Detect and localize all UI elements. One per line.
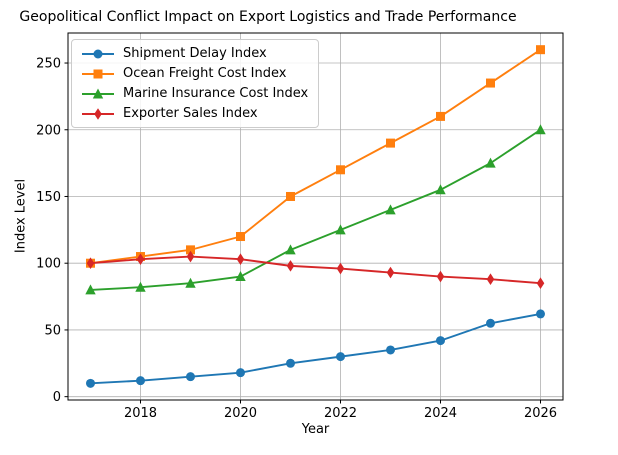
y-tick-label: 250 <box>36 57 61 72</box>
triangle-marker-icon <box>135 281 146 292</box>
circle-marker-icon <box>286 358 295 368</box>
legend-label: Marine Insurance Cost Index <box>123 86 309 101</box>
diamond-marker-icon <box>386 266 395 279</box>
square-marker-icon <box>186 245 195 255</box>
square-marker-icon <box>386 138 395 148</box>
y-tick-label: 0 <box>53 390 61 405</box>
circle-marker-icon <box>336 352 345 362</box>
series-line-shipment-delay-index <box>90 312 541 385</box>
square-marker-icon <box>236 232 245 242</box>
square-marker-icon <box>336 165 345 175</box>
y-tick-label: 150 <box>36 190 61 205</box>
triangle-marker-icon <box>285 244 296 255</box>
triangle-marker-icon <box>235 271 246 282</box>
series-line-exporter-sales-index <box>90 255 541 285</box>
legend-entry-marine-insurance-cost-index: Marine Insurance Cost Index <box>80 85 308 102</box>
circle-marker-icon <box>536 309 545 319</box>
chart-title: Geopolitical Conflict Impact on Export L… <box>19 9 517 25</box>
x-tick-label: 2022 <box>324 406 357 421</box>
legend-label: Exporter Sales Index <box>123 106 258 121</box>
circle-marker-icon <box>136 376 145 386</box>
circle-marker-icon <box>86 378 95 388</box>
y-tick-label: 200 <box>36 123 61 138</box>
legend-swatch <box>82 88 114 98</box>
legend-entry-shipment-delay-index: Shipment Delay Index <box>80 45 308 62</box>
diamond-marker-icon <box>86 257 95 270</box>
diamond-marker-icon <box>436 270 445 283</box>
legend-label: Shipment Delay Index <box>123 46 267 61</box>
circle-marker-icon <box>486 318 495 328</box>
diamond-marker-icon <box>186 250 195 263</box>
diamond-marker-icon <box>286 260 295 272</box>
legend-swatch <box>82 69 114 78</box>
legend-entry-exporter-sales-index: Exporter Sales Index <box>80 105 308 122</box>
circle-marker-icon <box>186 372 195 382</box>
square-marker-icon <box>93 69 103 78</box>
circle-marker-icon <box>386 345 395 355</box>
triangle-marker-icon <box>535 124 546 135</box>
triangle-marker-icon <box>385 204 396 215</box>
diamond-marker-icon <box>136 253 145 266</box>
square-marker-icon <box>436 111 445 121</box>
square-marker-icon <box>486 78 495 88</box>
diamond-marker-icon <box>336 262 345 275</box>
triangle-marker-icon <box>335 224 346 235</box>
y-axis-label: Index Level <box>13 178 29 254</box>
diamond-marker-icon <box>94 107 102 120</box>
diamond-marker-icon <box>236 253 245 266</box>
square-marker-icon <box>286 191 295 201</box>
square-marker-icon <box>536 45 545 55</box>
circle-marker-icon <box>93 49 103 58</box>
legend-swatch <box>82 49 114 58</box>
circle-marker-icon <box>236 368 245 378</box>
x-tick-label: 2026 <box>524 406 557 421</box>
y-tick-label: 100 <box>36 257 61 272</box>
series-line-ocean-freight-cost-index <box>90 48 542 265</box>
x-axis-label: Year <box>301 422 330 437</box>
circle-marker-icon <box>436 336 445 346</box>
x-tick-label: 2024 <box>424 406 457 421</box>
triangle-marker-icon <box>85 284 96 295</box>
legend: Shipment Delay Index Ocean Freight Cost I… <box>71 39 320 128</box>
diamond-marker-icon <box>536 277 545 290</box>
series-line-marine-insurance-cost-index <box>90 128 542 291</box>
triangle-marker-icon <box>485 157 496 168</box>
triangle-marker-icon <box>92 88 104 98</box>
legend-swatch <box>82 107 114 120</box>
triangle-marker-icon <box>185 277 196 288</box>
x-tick-label: 2018 <box>124 406 157 421</box>
axes-border <box>67 32 564 401</box>
legend-label: Ocean Freight Cost Index <box>123 66 287 81</box>
triangle-marker-icon <box>435 184 446 195</box>
x-tick-label: 2020 <box>224 406 257 421</box>
legend-entry-ocean-freight-cost-index: Ocean Freight Cost Index <box>80 65 308 82</box>
diamond-marker-icon <box>486 273 495 286</box>
y-tick-label: 50 <box>44 323 61 338</box>
